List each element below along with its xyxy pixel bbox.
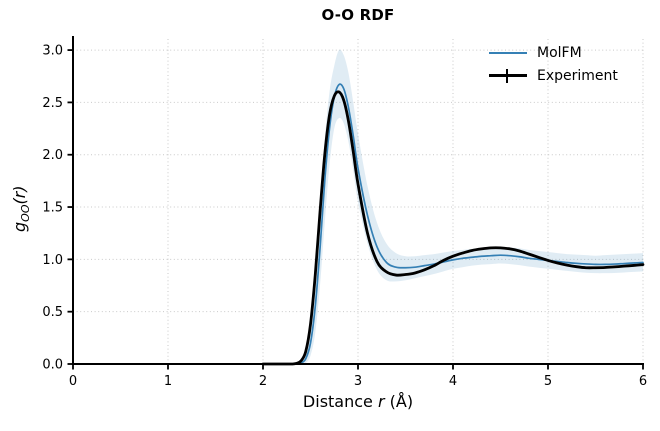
experiment-line	[261, 90, 645, 366]
y-tick-label: 0.0	[42, 358, 63, 373]
legend-item-experiment: Experiment	[489, 64, 618, 87]
x-tick-label: 1	[164, 374, 172, 389]
x-axis-label-prefix: Distance	[302, 392, 378, 411]
y-tick-label: 2.5	[42, 96, 63, 111]
legend-item-molfm: MolFM	[489, 41, 618, 64]
y-tick-label: 3.0	[42, 44, 63, 59]
x-tick-label: 5	[544, 374, 552, 389]
x-axis-label-unit: (Å)	[384, 392, 414, 411]
legend-label-experiment: Experiment	[537, 67, 618, 84]
chart-title: O-O RDF	[321, 6, 395, 24]
x-tick-label: 6	[639, 374, 647, 389]
y-tick-label: 0.5	[42, 305, 63, 320]
x-axis-label: Distance r (Å)	[73, 392, 643, 411]
experiment-errorbar-swatch	[489, 68, 527, 83]
y-axis-label-base: g	[10, 221, 29, 232]
x-axis-label-variable: r	[377, 392, 385, 411]
y-tick-label: 1.0	[42, 253, 63, 268]
y-axis-label-args: (r)	[10, 185, 29, 205]
x-tick-label: 3	[354, 374, 362, 389]
errorbar-tick-icon	[505, 68, 509, 83]
x-tick-label: 4	[449, 374, 457, 389]
y-axis-label: gOO(r)	[10, 185, 32, 232]
legend: MolFM Experiment	[489, 41, 618, 87]
molfm-line-swatch	[489, 51, 527, 54]
x-tick-label: 0	[69, 374, 77, 389]
y-tick-label: 1.5	[42, 201, 63, 216]
molfm-line	[262, 83, 644, 365]
legend-label-molfm: MolFM	[537, 44, 582, 61]
x-tick-label: 2	[259, 374, 267, 389]
y-axis-label-subscript: OO	[19, 204, 33, 222]
y-tick-label: 2.0	[42, 148, 63, 163]
